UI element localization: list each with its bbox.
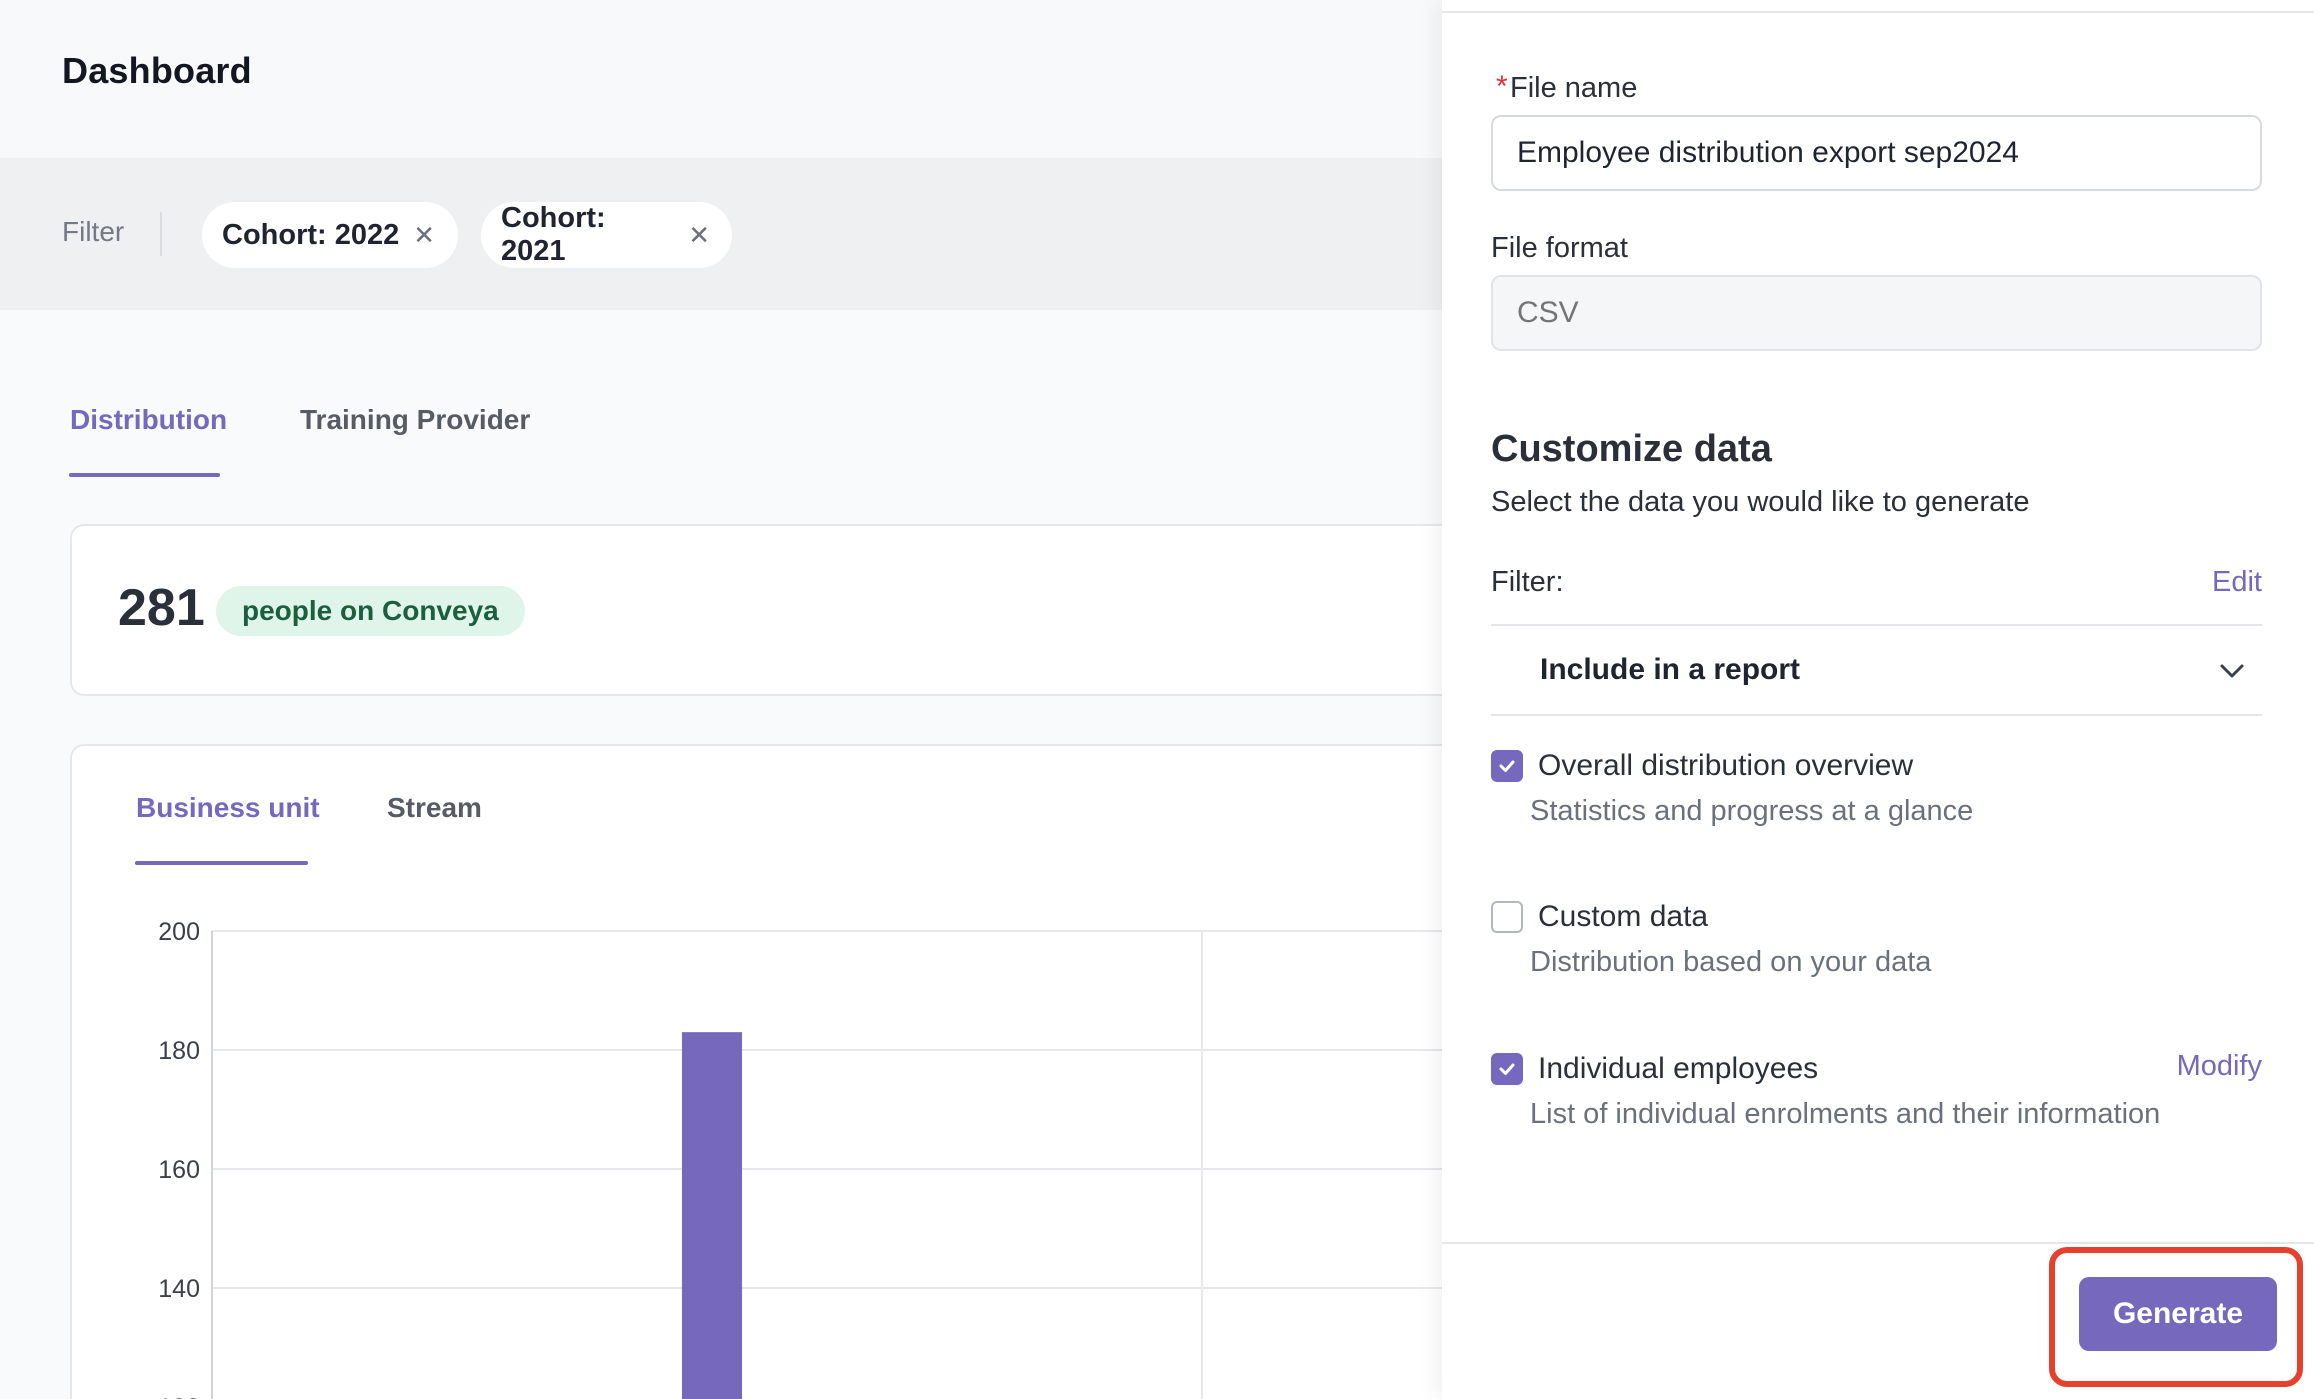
chart-card — [70, 744, 1470, 1399]
modify-link[interactable]: Modify — [2176, 1050, 2262, 1082]
edit-filter-link[interactable]: Edit — [2212, 566, 2262, 598]
filter-divider — [160, 212, 162, 256]
page-title: Dashboard — [62, 50, 252, 91]
file-format-input[interactable] — [1491, 275, 2262, 351]
people-count: 281 — [118, 579, 205, 637]
customize-title: Customize data — [1491, 428, 1772, 470]
close-icon[interactable]: ✕ — [413, 219, 436, 250]
filter-chip-cohort-2021[interactable]: Cohort: 2021 ✕ — [481, 202, 732, 268]
highlight-box — [2049, 1247, 2303, 1387]
y-tick-label: 140 — [158, 1275, 200, 1303]
active-subtab-indicator — [135, 861, 308, 865]
y-tick-label: 200 — [158, 918, 200, 946]
filter-chip-cohort-2022[interactable]: Cohort: 2022 ✕ — [202, 202, 458, 268]
check-icon — [1499, 760, 1515, 772]
checkbox-overall-distribution[interactable] — [1491, 750, 1523, 782]
tab-business-unit[interactable]: Business unit — [136, 792, 320, 823]
divider — [1491, 624, 2262, 626]
active-tab-indicator — [69, 473, 220, 477]
close-icon[interactable]: ✕ — [688, 219, 710, 250]
tab-stream[interactable]: Stream — [387, 792, 482, 823]
filter-label: Filter — [62, 216, 125, 247]
customize-subtitle: Select the data you would like to genera… — [1491, 486, 2030, 518]
status-badge: people on Conveya — [216, 586, 525, 636]
option-title: Overall distribution overview — [1538, 749, 1914, 782]
option-subtitle: Distribution based on your data — [1530, 946, 1932, 978]
option-subtitle: List of individual enrolments and their … — [1530, 1098, 2161, 1130]
y-tick-label: 120 — [158, 1394, 200, 1399]
y-tick-label: 160 — [158, 1156, 200, 1184]
drawer-footer-divider — [1442, 1242, 2314, 1244]
checkbox-custom-data[interactable] — [1491, 901, 1523, 933]
tab-distribution[interactable]: Distribution — [70, 404, 228, 435]
page-header — [0, 0, 1442, 158]
checkbox-individual-employees[interactable] — [1491, 1053, 1523, 1085]
file-name-input[interactable] — [1491, 115, 2262, 191]
file-name-label: File name — [1510, 72, 1638, 104]
y-tick-label: 180 — [158, 1037, 200, 1065]
chip-label: Cohort: 2022 — [222, 218, 400, 251]
export-drawer: * File name File format Customize data S… — [1442, 0, 2314, 1399]
generate-button[interactable]: Generate — [2079, 1277, 2277, 1351]
check-icon — [1499, 1063, 1515, 1075]
chart-bar — [682, 1032, 742, 1399]
option-subtitle: Statistics and progress at a glance — [1530, 795, 1974, 827]
file-format-label: File format — [1491, 232, 1628, 264]
drawer-filter-label: Filter: — [1491, 566, 1564, 598]
required-marker: * — [1496, 70, 1508, 103]
drawer-top-divider — [1442, 11, 2314, 13]
bar-chart: 200 180 160 140 120 — [158, 918, 1442, 1399]
divider — [1491, 714, 2262, 716]
chevron-down-icon[interactable] — [2212, 652, 2252, 692]
tab-training-provider[interactable]: Training Provider — [300, 404, 531, 435]
option-title: Individual employees — [1538, 1052, 1819, 1085]
option-title: Custom data — [1538, 900, 1709, 933]
collapse-label: Include in a report — [1540, 653, 1801, 686]
chip-label: Cohort: 2021 — [501, 202, 606, 267]
